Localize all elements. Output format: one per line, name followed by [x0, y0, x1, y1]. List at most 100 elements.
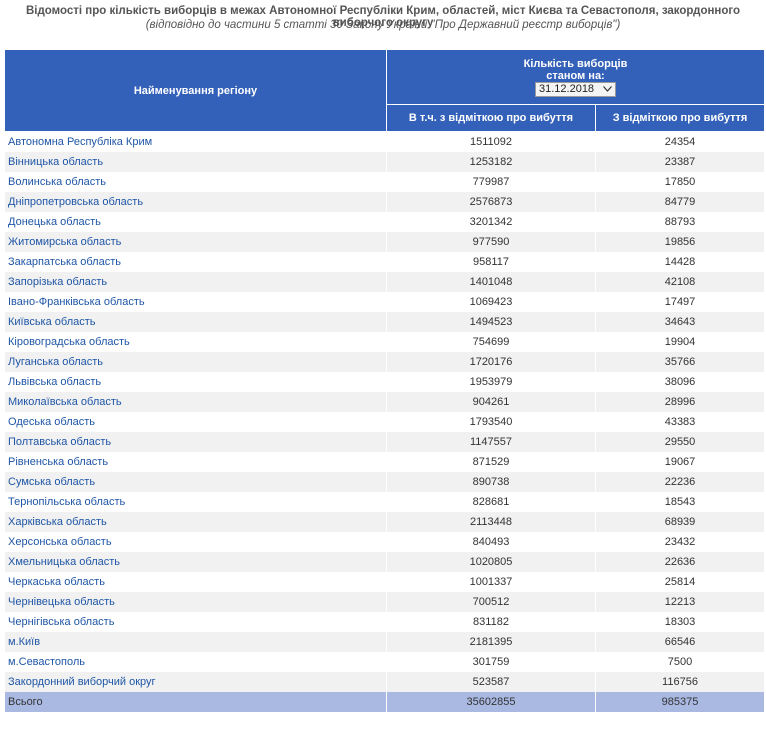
removed-count: 42108: [595, 272, 765, 292]
region-name: Чернівецька область: [4, 592, 387, 612]
voters-count: 1001337: [386, 572, 596, 592]
voters-count: 977590: [386, 232, 596, 252]
voters-count: 1069423: [386, 292, 596, 312]
removed-count: 24354: [595, 131, 765, 152]
count-label: Кількість виборців: [523, 57, 628, 70]
removed-count: 23387: [595, 152, 765, 172]
region-name: Львівська область: [4, 372, 387, 392]
voters-count: 1147557: [386, 432, 596, 452]
region-name: Хмельницька область: [4, 552, 387, 572]
removed-count: 19904: [595, 332, 765, 352]
date-value: 31.12.2018: [539, 82, 595, 95]
table-row: Сумська область 890738 22236: [4, 472, 765, 492]
removed-count: 25814: [595, 572, 765, 592]
removed-count: 88793: [595, 212, 765, 232]
removed-count: 22236: [595, 472, 765, 492]
region-name: Рівненська область: [4, 452, 387, 472]
region-name: м.Севастополь: [4, 652, 387, 672]
removed-count: 38096: [595, 372, 765, 392]
table-row: Івано-Франківська область 1069423 17497: [4, 292, 765, 312]
removed-count: 18303: [595, 612, 765, 632]
table-row: Дніпропетровська область 2576873 84779: [4, 192, 765, 212]
table-row: Львівська область 1953979 38096: [4, 372, 765, 392]
voters-count: 301759: [386, 652, 596, 672]
region-name: Київська область: [4, 312, 387, 332]
removed-count: 116756: [595, 672, 765, 692]
table-row: м.Київ 2181395 66546: [4, 632, 765, 652]
table-row: Вінницька область 1253182 23387: [4, 152, 765, 172]
region-name: Волинська область: [4, 172, 387, 192]
voters-count: 700512: [386, 592, 596, 612]
voters-table: Найменування регіону Кількість виборців …: [4, 49, 765, 712]
region-name: Тернопільська область: [4, 492, 387, 512]
removed-count: 17850: [595, 172, 765, 192]
region-name: Херсонська область: [4, 532, 387, 552]
voters-count: 35602855: [386, 692, 596, 712]
table-row: Житомирська область 977590 19856: [4, 232, 765, 252]
table-row: Закарпатська область 958117 14428: [4, 252, 765, 272]
voters-count: 1020805: [386, 552, 596, 572]
removed-count: 985375: [595, 692, 765, 712]
region-name: Дніпропетровська область: [4, 192, 387, 212]
table-row: Закордонний виборчий округ 523587 116756: [4, 672, 765, 692]
removed-count: 7500: [595, 652, 765, 672]
removed-count: 22636: [595, 552, 765, 572]
removed-count: 12213: [595, 592, 765, 612]
removed-count: 43383: [595, 412, 765, 432]
region-name: Вінницька область: [4, 152, 387, 172]
region-name: м.Київ: [4, 632, 387, 652]
region-name: Луганська область: [4, 352, 387, 372]
voters-count: 958117: [386, 252, 596, 272]
region-name: Полтавська область: [4, 432, 387, 452]
voters-count: 1720176: [386, 352, 596, 372]
voters-count: 2181395: [386, 632, 596, 652]
voters-count: 828681: [386, 492, 596, 512]
voters-count: 2113448: [386, 512, 596, 532]
table-row: Тернопільська область 828681 18543: [4, 492, 765, 512]
removed-count: 19067: [595, 452, 765, 472]
region-name: Івано-Франківська область: [4, 292, 387, 312]
removed-count: 84779: [595, 192, 765, 212]
voters-count: 1253182: [386, 152, 596, 172]
voters-count: 831182: [386, 612, 596, 632]
voters-count: 1494523: [386, 312, 596, 332]
region-name: Чернігівська область: [4, 612, 387, 632]
voters-count: 871529: [386, 452, 596, 472]
voters-count: 840493: [386, 532, 596, 552]
table-row: Всього 35602855 985375: [4, 692, 765, 712]
region-name: Харківська область: [4, 512, 387, 532]
table-row: Автономна Республіка Крим 1511092 24354: [4, 131, 765, 152]
region-name: Закордонний виборчий округ: [4, 672, 387, 692]
region-name: Черкаська область: [4, 572, 387, 592]
region-name: Одеська область: [4, 412, 387, 432]
removed-count: 23432: [595, 532, 765, 552]
table-row: Рівненська область 871529 19067: [4, 452, 765, 472]
table-row: Миколаївська область 904261 28996: [4, 392, 765, 412]
region-header: Найменування регіону: [4, 49, 387, 132]
removed-count: 35766: [595, 352, 765, 372]
voters-count: 890738: [386, 472, 596, 492]
voters-count: 904261: [386, 392, 596, 412]
removed-count: 34643: [595, 312, 765, 332]
voters-count: 2576873: [386, 192, 596, 212]
voters-count: 1793540: [386, 412, 596, 432]
table-row: Чернігівська область 831182 18303: [4, 612, 765, 632]
table-row: Одеська область 1793540 43383: [4, 412, 765, 432]
subtitle: (відповідно до частини 5 статті 30 Закон…: [145, 19, 621, 31]
chevron: [603, 85, 612, 92]
voters-count: 754699: [386, 332, 596, 352]
voters-count: 1401048: [386, 272, 596, 292]
region-name: Запорізька область: [4, 272, 387, 292]
col2-header: З відміткою про вибуття: [595, 104, 765, 132]
removed-count: 17497: [595, 292, 765, 312]
voters-count: 1953979: [386, 372, 596, 392]
date-select[interactable]: 31.12.2018: [535, 81, 616, 97]
region-name: Житомирська область: [4, 232, 387, 252]
region-name: Закарпатська область: [4, 252, 387, 272]
table-row: Полтавська область 1147557 29550: [4, 432, 765, 452]
table-row: Луганська область 1720176 35766: [4, 352, 765, 372]
removed-count: 19856: [595, 232, 765, 252]
col1-header: В т.ч. з відміткою про вибуття: [386, 104, 596, 132]
table-row: Херсонська область 840493 23432: [4, 532, 765, 552]
